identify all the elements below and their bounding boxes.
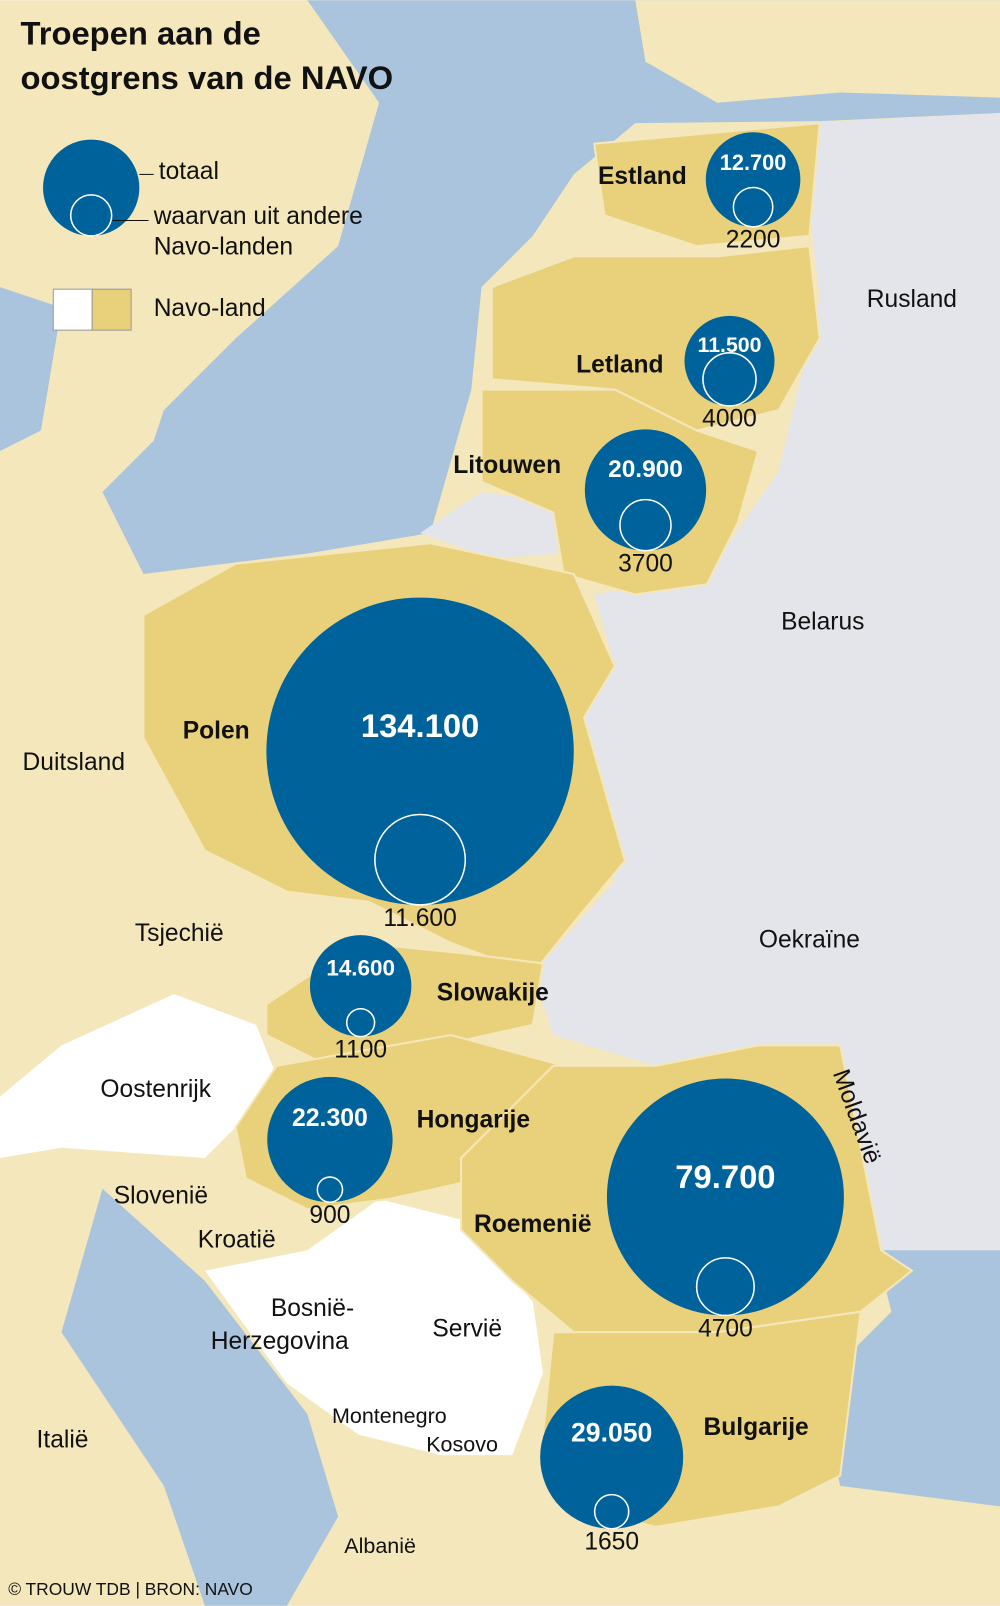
other-circle: [374, 813, 467, 906]
legend-other: [69, 194, 113, 237]
country-name: Letland: [576, 352, 663, 379]
country-name: Polen: [183, 717, 250, 744]
legend-swatch: [52, 288, 93, 331]
total-circle: [705, 132, 801, 227]
other-circle: [732, 186, 774, 228]
total-label: 11.500: [698, 333, 762, 357]
country-label: Tsjechië: [135, 920, 224, 947]
country-name: Litouwen: [453, 452, 561, 479]
other-circle: [695, 1257, 755, 1317]
total-circle: [267, 1076, 393, 1203]
total-label: 14.600: [326, 956, 395, 981]
legend-swatch: [91, 288, 132, 331]
country-label: Oostenrijk: [100, 1076, 211, 1103]
country-label: Servië: [432, 1316, 502, 1343]
total-label: 134.100: [361, 707, 479, 744]
country-label: Belarus: [781, 609, 864, 636]
finland: [635, 0, 1000, 103]
other-label: 4700: [698, 1315, 753, 1342]
other-circle: [345, 1007, 376, 1038]
other-circle: [593, 1493, 630, 1530]
legend-member-label: Navo-land: [154, 295, 266, 322]
other-label: 2200: [726, 227, 781, 254]
total-label: 79.700: [675, 1158, 775, 1195]
other-circle: [316, 1176, 344, 1204]
total-circle: [684, 315, 775, 406]
other-label: 4000: [702, 406, 757, 433]
total-label: 20.900: [608, 456, 683, 483]
country-name: Roemenië: [474, 1211, 591, 1238]
total-circle: [540, 1385, 684, 1529]
country-label: Duitsland: [23, 749, 125, 776]
legend-other-label: waarvan uit andere: [153, 203, 363, 230]
other-label: 1100: [334, 1036, 387, 1063]
total-circle: [266, 597, 574, 905]
total-label: 22.300: [292, 1105, 368, 1132]
country-label: Kosovo: [426, 1433, 498, 1457]
title: Troepen aan de: [20, 15, 260, 52]
country-label: Slovenië: [114, 1182, 208, 1209]
other-circle: [702, 352, 757, 407]
non-nato: [420, 112, 1000, 1251]
other-label: 11.600: [383, 905, 456, 932]
total-label: 12.700: [720, 150, 787, 175]
other-label: 900: [309, 1202, 350, 1229]
title: oostgrens van de NAVO: [20, 59, 393, 96]
country-label: Montenegro: [332, 1404, 447, 1428]
source: © TROUW TDB | BRON: NAVO: [8, 1579, 253, 1599]
neutral: [0, 994, 544, 1456]
country-label: Italië: [37, 1426, 89, 1453]
country-label: Albanië: [344, 1534, 416, 1558]
other-label: 3700: [618, 551, 673, 578]
country-label: Herzegovina: [211, 1328, 349, 1355]
total-circle: [606, 1078, 844, 1316]
country-label: Rusland: [867, 286, 957, 313]
country-name: Hongarije: [417, 1107, 530, 1134]
country-name: Estland: [598, 163, 687, 190]
legend-total: [43, 139, 140, 236]
country-label: Kroatië: [198, 1227, 276, 1254]
total-circle: [309, 935, 412, 1037]
total-label: 29.050: [571, 1417, 652, 1447]
other-circle: [619, 498, 672, 552]
country-label: Bosnië-: [271, 1295, 354, 1322]
legend-other-label: Navo-landen: [154, 234, 293, 261]
country-name: Slowakije: [437, 980, 549, 1007]
other-label: 1650: [584, 1529, 639, 1556]
total-circle: [584, 429, 707, 551]
country-label: Oekraïne: [759, 926, 860, 953]
legend-total-label: totaal: [159, 158, 219, 185]
country-name: Bulgarije: [704, 1414, 809, 1441]
